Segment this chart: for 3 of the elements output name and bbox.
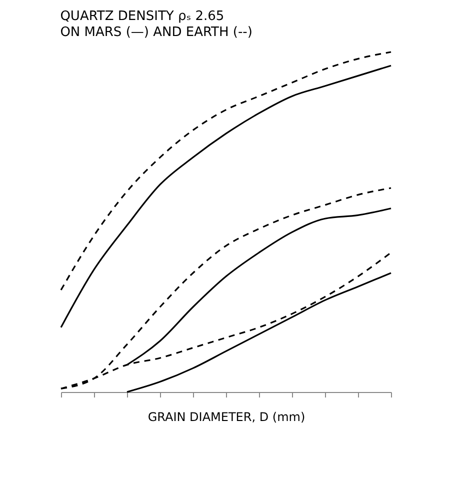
chart-title: QUARTZ DENSITY ρₛ 2.65	[60, 9, 224, 24]
chart-subtitle: ON MARS (—) AND EARTH (--)	[60, 25, 252, 40]
x-axis-title: GRAIN DIAMETER, D (mm)	[148, 410, 306, 424]
